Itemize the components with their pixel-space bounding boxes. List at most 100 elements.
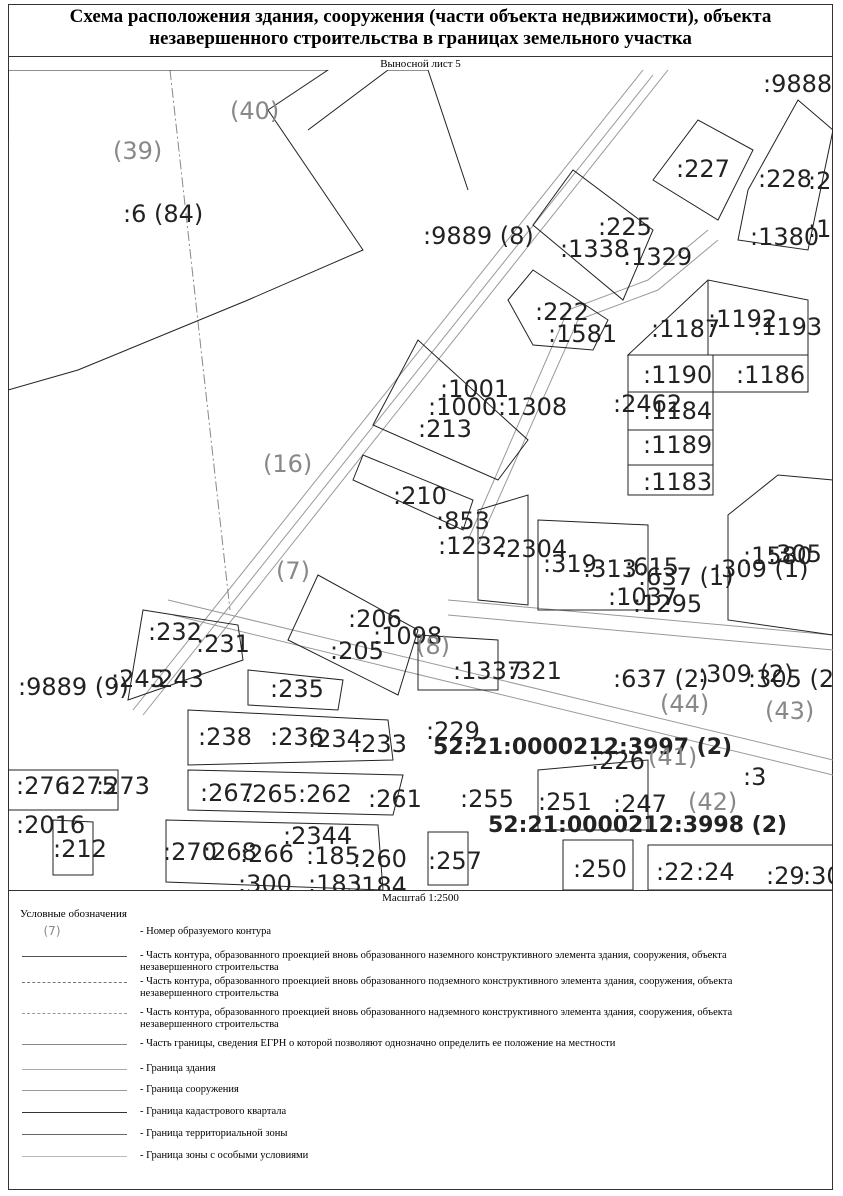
legend-sample bbox=[22, 1112, 127, 1113]
cadastral-label: :1189 bbox=[643, 431, 712, 459]
contour-number: (16) bbox=[263, 450, 312, 478]
cadastral-label: :1338 bbox=[560, 235, 629, 263]
cadastral-label: 52:21:0000212:3997 (2) bbox=[433, 735, 732, 760]
cadastral-label: :22 bbox=[656, 858, 695, 886]
cadastral-label: :260 bbox=[353, 845, 407, 873]
cadastral-label: :262 bbox=[298, 780, 352, 808]
cadastral-label: :305 (2) bbox=[748, 665, 833, 693]
cadastral-label: :183 bbox=[308, 870, 362, 890]
cadastral-label: :22 bbox=[808, 167, 833, 195]
cadastral-label: :1193 bbox=[753, 313, 822, 341]
contour-number: (7) bbox=[276, 557, 310, 585]
cadastral-label: :1183 bbox=[643, 468, 712, 496]
cadastral-label: :255 bbox=[460, 785, 514, 813]
legend-sample bbox=[22, 1134, 127, 1135]
cadastral-label: :205 bbox=[330, 637, 384, 665]
cadastral-label: :853 bbox=[436, 507, 490, 535]
cadastral-label: :265 bbox=[244, 780, 298, 808]
cadastral-label: :245 bbox=[111, 665, 165, 693]
rule bbox=[8, 56, 833, 57]
cadastral-label: :309 (1) bbox=[713, 555, 809, 583]
cadastral-label: :222 bbox=[535, 298, 589, 326]
cadastral-label: :227 bbox=[676, 155, 730, 183]
title-line: незавершенного строительства в границах … bbox=[149, 28, 692, 49]
map: :9888(40)(39):227:228:22:6 (84):225:9889… bbox=[8, 70, 833, 890]
cadastral-label: :235 bbox=[270, 675, 324, 703]
cadastral-label: :1184 bbox=[643, 397, 712, 425]
cadastral-label: :637 (2) bbox=[613, 665, 709, 693]
legend-sample bbox=[22, 1156, 127, 1157]
contour-number: (41) bbox=[648, 743, 697, 771]
legend-text: - Граница здания bbox=[140, 1063, 216, 1074]
cadastral-label: :2344 bbox=[283, 822, 352, 850]
cadastral-label: :238 bbox=[198, 723, 252, 751]
legend-text: - Граница кадастрового квартала bbox=[140, 1106, 287, 1117]
cadastral-label: :184 bbox=[353, 872, 407, 890]
legend-text: - Граница территориальной зоны bbox=[140, 1128, 288, 1139]
cadastral-label: :268 bbox=[203, 838, 257, 866]
cadastral-label: :2016 bbox=[16, 811, 85, 839]
cadastral-label: :225 bbox=[598, 213, 652, 241]
cadastral-label: :206 bbox=[348, 605, 402, 633]
cadastral-label: :29 bbox=[766, 862, 805, 890]
legend-sample bbox=[22, 982, 127, 983]
cadastral-label: :1190 bbox=[643, 361, 712, 389]
cadastral-label: :267 bbox=[200, 779, 254, 807]
legend-sample bbox=[22, 1090, 127, 1091]
cadastral-label: :231 bbox=[196, 630, 250, 658]
cadastral-label: :276 bbox=[16, 772, 70, 800]
cadastral-label: :313 bbox=[583, 555, 637, 583]
cadastral-label: :232 bbox=[148, 618, 202, 646]
cadastral-label: :121 bbox=[808, 215, 833, 243]
cadastral-label: :247 bbox=[613, 790, 667, 818]
cadastral-label: :228 bbox=[758, 165, 812, 193]
cadastral-label: :2304 bbox=[498, 535, 567, 563]
cadastral-label: :1037 bbox=[608, 583, 677, 611]
legend-text: - Номер образуемого контура bbox=[140, 926, 271, 937]
cadastral-label: :226 bbox=[591, 747, 645, 775]
cadastral-label: :250 bbox=[573, 855, 627, 883]
cadastral-label: :1380 bbox=[750, 223, 819, 251]
cadastral-label: :1337 bbox=[453, 657, 522, 685]
cadastral-label: :615 bbox=[625, 553, 679, 581]
cadastral-label: :1295 bbox=[633, 590, 702, 618]
cadastral-label: :273 bbox=[96, 772, 150, 800]
cadastral-label: :251 bbox=[538, 788, 592, 816]
legend-text: - Часть контура, образованного проекцией… bbox=[140, 1007, 733, 1030]
cadastral-label: :236 bbox=[270, 723, 324, 751]
legend-sample bbox=[22, 956, 127, 957]
legend-text: - Граница зоны с особыми условиями bbox=[140, 1150, 309, 1161]
cadastral-label: :1581 bbox=[548, 320, 617, 348]
cadastral-label: :210 bbox=[393, 482, 447, 510]
cadastral-label: :305 bbox=[768, 540, 822, 568]
cadastral-label: :300 bbox=[238, 870, 292, 890]
legend-sample bbox=[22, 1013, 127, 1014]
cadastral-label: :1580 bbox=[743, 542, 812, 570]
cadastral-label: :1187 bbox=[651, 315, 720, 343]
cadastral-label: :1232 bbox=[438, 532, 507, 560]
legend-text: - Часть контура, образованного проекцией… bbox=[140, 950, 727, 973]
boundary bbox=[169, 70, 231, 611]
cadastral-label: :266 bbox=[240, 840, 294, 868]
cadastral-label: :24 bbox=[696, 858, 735, 886]
cadastral-label: :1098 bbox=[373, 622, 442, 650]
cadastral-label: :3 bbox=[743, 763, 766, 791]
cadastral-label: :9889 (8) bbox=[423, 222, 534, 250]
cadastral-label: :212 bbox=[53, 835, 107, 863]
cadastral-label: :261 bbox=[368, 785, 422, 813]
cadastral-label: :1000 bbox=[428, 393, 497, 421]
contour-number: (8) bbox=[416, 632, 450, 660]
cadastral-label: :9888 bbox=[763, 70, 832, 98]
contour-number: (39) bbox=[113, 137, 162, 165]
legend-text: - Граница сооружения bbox=[140, 1084, 239, 1095]
legend-title: Условные обозначения bbox=[20, 908, 127, 920]
contour-number: (43) bbox=[765, 697, 814, 725]
cadastral-label: :1001 bbox=[440, 375, 509, 403]
cadastral-label: :637 (1) bbox=[638, 563, 734, 591]
contour-number: (42) bbox=[688, 788, 737, 816]
contour-number: (44) bbox=[660, 690, 709, 718]
contour-number: (40) bbox=[230, 97, 279, 125]
cadastral-label: :1308 bbox=[498, 393, 567, 421]
legend-sample bbox=[22, 1044, 127, 1045]
parcels bbox=[8, 70, 833, 890]
